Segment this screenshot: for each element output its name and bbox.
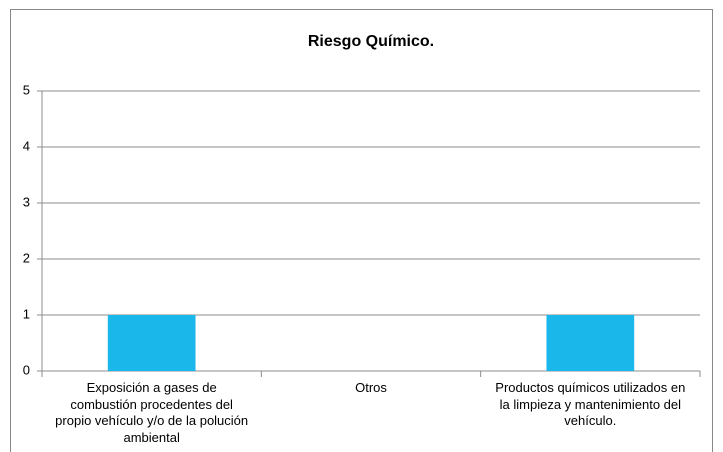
chart-border [10, 9, 713, 452]
bar [107, 315, 196, 371]
y-tick-label: 0 [23, 362, 30, 377]
x-tick-label: Otros [355, 380, 387, 395]
x-tick-label: Exposición a gases de combustión procede… [55, 380, 249, 445]
y-tick-label: 4 [23, 138, 30, 153]
x-tick-label: Productos químicos utilizados en la limp… [495, 380, 686, 428]
chart-title: Riesgo Químico. [308, 33, 434, 50]
bar [546, 315, 635, 371]
y-tick-label: 3 [23, 194, 30, 209]
y-tick-label: 5 [23, 82, 30, 97]
y-tick-label: 1 [23, 306, 30, 321]
y-tick-label: 2 [23, 250, 30, 265]
